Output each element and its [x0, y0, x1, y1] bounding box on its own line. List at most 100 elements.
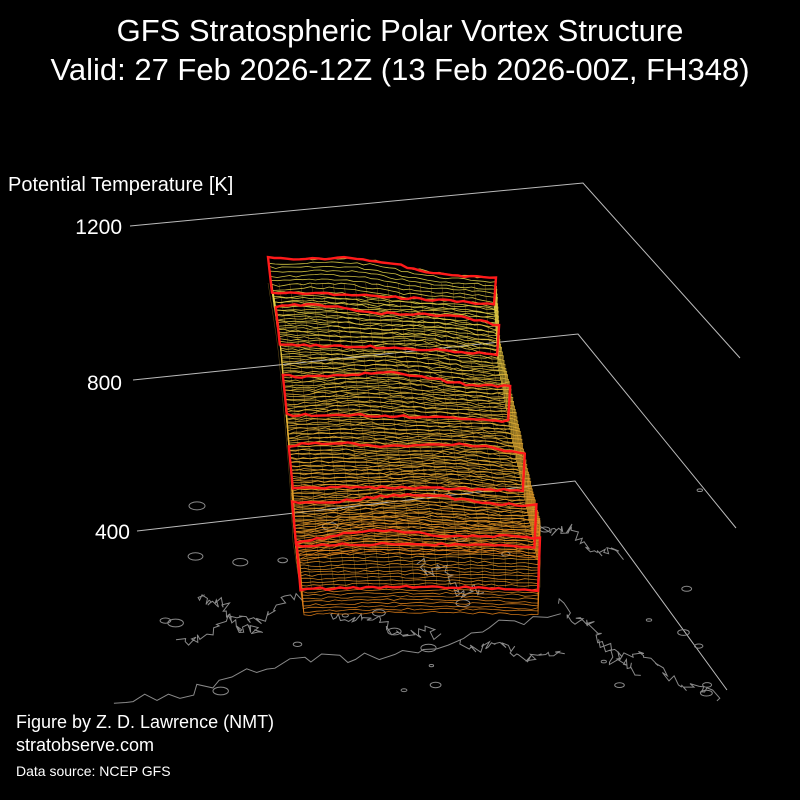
grid-line-400 — [136, 480, 728, 691]
tick-label-800: 800 — [86, 372, 122, 395]
axis-grid — [129, 182, 741, 691]
vortex-contour — [273, 295, 499, 347]
vortex-contour — [290, 475, 533, 528]
highlighted-contour — [287, 441, 527, 493]
vortex-contour — [285, 404, 518, 456]
vortex-contour — [291, 499, 539, 554]
tick-label-400: 400 — [94, 521, 130, 544]
vortex-contour — [281, 358, 509, 408]
vortex-contour — [284, 396, 516, 448]
vortex-contour — [290, 479, 534, 532]
vortex-wall-line — [300, 282, 335, 588]
site-credit: stratobserve.com — [16, 735, 155, 755]
island-outline — [694, 643, 704, 649]
vortex-wall-line — [474, 282, 518, 588]
island-outline — [700, 689, 713, 697]
vortex-contour — [280, 355, 508, 404]
vortex-contour — [292, 505, 540, 561]
vortex-contour — [288, 448, 527, 498]
island-outline — [292, 641, 303, 647]
vortex-wall-line — [278, 282, 312, 588]
highlighted-contour — [266, 255, 498, 306]
island-outline — [702, 682, 713, 688]
vortex-contour — [299, 550, 541, 617]
island-outline — [600, 659, 607, 664]
coastline-segment — [175, 592, 304, 646]
island-outline — [372, 609, 386, 617]
island-outline — [167, 618, 184, 628]
vortex-wall-line — [376, 282, 415, 588]
vortex-wall-line — [365, 282, 404, 588]
island-outline — [645, 618, 653, 622]
vortex-contour — [281, 363, 509, 413]
island-outline — [696, 488, 703, 493]
tick-label-1200: 1200 — [75, 216, 122, 239]
figure-title: GFS Stratospheric Polar Vortex Structure — [116, 13, 684, 48]
island-outline — [277, 557, 289, 564]
vortex-contour — [285, 408, 519, 460]
vortex-contour — [282, 376, 512, 427]
vortex-wall-line — [311, 282, 346, 588]
vortex-contour — [292, 502, 539, 558]
island-outline — [681, 585, 693, 592]
vortex-contour — [283, 380, 513, 431]
island-outline — [187, 552, 204, 561]
highlighted-contour — [274, 302, 501, 357]
island-outline — [212, 686, 229, 696]
vortex-wall-line — [484, 282, 529, 588]
vortex-wall-line — [452, 282, 495, 588]
vortex-contour — [284, 392, 515, 444]
coastline-segment — [330, 612, 442, 641]
island-outline — [429, 681, 442, 689]
vortex-wall-line — [267, 282, 301, 588]
island-outline — [420, 643, 437, 653]
island-outline — [159, 617, 172, 624]
vortex-contour — [272, 286, 499, 337]
vortex-wall-line — [354, 282, 392, 588]
author-credit: Figure by Z. D. Lawrence (NMT) — [16, 712, 275, 732]
vortex-contour — [276, 312, 501, 364]
island-outline — [614, 682, 625, 688]
vortex-contour — [279, 345, 506, 396]
data-source: Data source: NCEP GFS — [16, 763, 171, 779]
island-outline — [387, 627, 402, 636]
vortex-contour — [277, 321, 502, 372]
vortex-wall-line — [332, 282, 369, 588]
vortex-wall-line — [322, 282, 358, 588]
vortex-contour — [287, 428, 523, 479]
vortex-contour-stack — [267, 257, 541, 617]
highlighted-contour — [290, 492, 538, 549]
vortex-contour — [285, 412, 520, 464]
vortex-wall-line — [430, 282, 472, 588]
vortex-contour — [270, 273, 498, 324]
vortex-wall-line — [419, 282, 461, 588]
highlighted-levels — [266, 255, 542, 593]
coastline-segment — [537, 518, 624, 561]
island-outline — [232, 558, 249, 567]
vortex-wall-line — [289, 282, 324, 588]
island-outline — [455, 599, 471, 608]
highlighted-contour — [281, 370, 512, 424]
grid-line-800 — [132, 333, 737, 529]
vortex-wall-line — [463, 282, 506, 588]
vortex-contour — [286, 420, 521, 471]
figure-subtitle: Valid: 27 Feb 2026-12Z (13 Feb 2026-00Z,… — [50, 52, 750, 87]
grid-line-1200 — [129, 182, 741, 359]
coastline-map — [113, 487, 721, 704]
coastline-segment — [113, 613, 561, 704]
island-outline — [400, 688, 408, 693]
vortex-contour — [286, 424, 522, 475]
vortex-wall-line — [398, 282, 438, 588]
island-outline — [677, 629, 690, 636]
coastline-segment — [558, 597, 641, 676]
axis-label: Potential Temperature [K] — [8, 174, 234, 196]
vortex-wall-line — [408, 282, 449, 588]
highlighted-contour — [295, 528, 542, 593]
coastline-segment — [598, 639, 721, 702]
vortex-contour — [280, 349, 507, 400]
island-outline — [188, 501, 206, 511]
coastline-segment — [459, 639, 565, 663]
vortex-contour — [278, 327, 502, 377]
vortex-wall-line — [387, 282, 426, 588]
